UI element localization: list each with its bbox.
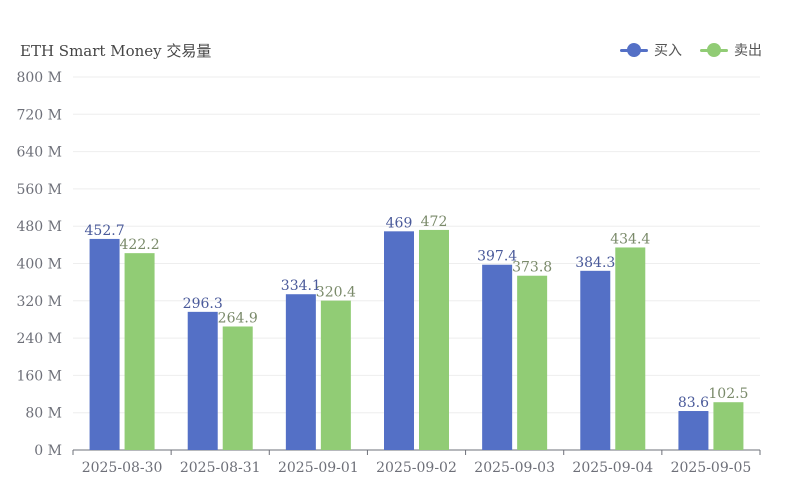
x-tick-label: 2025-09-05 [671,460,752,476]
x-tick-label: 2025-09-03 [474,460,555,476]
y-tick-label: 160 M [16,368,62,384]
y-tick-label: 560 M [16,182,62,198]
legend: 买入 卖出 [620,40,762,60]
data-label: 384.3 [575,255,615,271]
x-tick-label: 2025-08-30 [82,460,163,476]
y-tick-label: 720 M [16,107,62,123]
data-label: 422.2 [120,237,160,253]
bar [482,264,513,450]
y-tick-label: 400 M [16,257,62,273]
bar [89,238,120,450]
bar [124,253,155,450]
y-tick-label: 240 M [16,331,62,347]
y-tick-label: 80 M [25,406,62,422]
x-tick-label: 2025-09-01 [278,460,359,476]
x-tick-label: 2025-09-02 [376,460,457,476]
data-label: 102.5 [708,386,748,402]
bar [320,300,351,450]
data-label: 320.4 [316,285,356,301]
legend-swatch-buy-icon [620,43,648,57]
bar [615,247,646,450]
legend-label-buy: 买入 [654,43,682,59]
data-label: 469 [386,215,413,231]
data-label: 83.6 [678,395,709,411]
data-label: 264.9 [218,310,258,326]
bar [187,311,218,450]
bar [285,294,316,450]
bar [419,229,449,450]
legend-item-sell[interactable]: 卖出 [700,40,762,60]
data-label: 452.7 [85,223,125,239]
bar [678,411,709,450]
data-label: 397.4 [477,249,517,265]
x-tick-label: 2025-09-04 [572,460,653,476]
data-label: 373.8 [512,260,552,276]
x-tick-label: 2025-08-31 [180,460,261,476]
data-label: 296.3 [183,296,223,312]
legend-swatch-sell-icon [700,43,728,57]
legend-item-buy[interactable]: 买入 [620,40,682,60]
bar [222,326,253,450]
data-label: 334.1 [281,278,321,294]
bar [384,231,414,450]
y-tick-label: 320 M [16,294,62,310]
bar [580,270,611,450]
y-tick-label: 800 M [16,70,62,86]
y-tick-label: 640 M [16,145,62,161]
chart-title: ETH Smart Money 交易量 [20,42,212,60]
legend-label-sell: 卖出 [734,43,762,59]
data-label: 472 [421,214,448,230]
bar [713,402,744,450]
y-tick-label: 0 M [34,443,62,459]
y-tick-label: 480 M [16,219,62,235]
bar [517,275,548,450]
data-label: 434.4 [610,231,650,247]
